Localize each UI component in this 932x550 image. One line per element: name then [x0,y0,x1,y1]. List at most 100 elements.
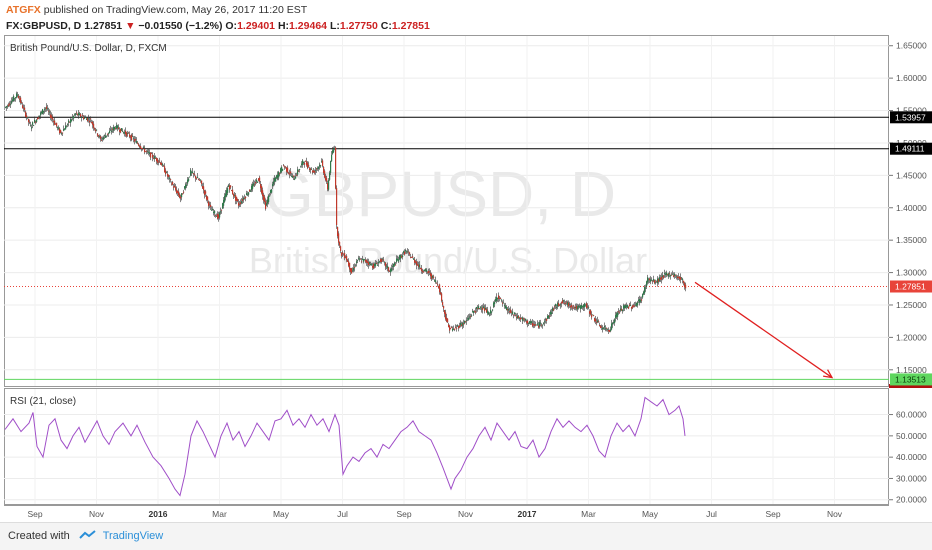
candle-body [406,251,408,253]
horizontal-levels[interactable] [4,116,889,380]
candle-body [579,306,581,308]
candle-body [34,119,36,123]
candle-body [64,129,66,131]
candle-body [504,305,506,307]
time-tick-label: Sep [27,509,42,519]
candle-body [195,175,197,179]
chart-canvas[interactable]: GBPUSD, D British Pound/U.S. Dollar Brit… [0,0,932,522]
projection-arrow-line[interactable] [694,281,833,379]
candle-body [548,315,550,318]
candle-body [198,179,200,181]
candle-body [611,323,613,330]
candle-body [452,328,454,331]
candle-body [423,271,425,273]
candle-body [421,268,423,271]
candle-body [277,174,279,179]
candle-body [366,259,368,263]
candle-body [120,128,122,133]
candle-body [525,318,527,321]
candle-body [99,136,101,137]
candle-body [111,130,113,132]
candle-body [276,175,278,178]
candle-body [344,253,346,259]
candle-body [271,189,273,193]
candle-body [323,167,325,173]
candle-body [21,102,23,103]
candle-body [156,157,158,162]
candle-body [458,326,460,329]
candle-body [50,114,52,119]
candle-body [606,327,608,329]
time-gridlines [34,36,835,504]
candle-body [451,326,453,328]
projection-arrow[interactable] [694,281,834,379]
price-change: −0.01550 (−1.2%) [138,20,223,32]
rsi-axis[interactable]: 60.0000 50.0000 40.0000 30.0000 20.0000 [889,410,927,505]
tradingview-brand-link[interactable]: TradingView [102,530,164,542]
time-axis[interactable]: Sep Nov 2016 Mar May Jul Sep Nov 2017 Mar May Jul Se… [27,509,842,519]
candle-body [348,261,350,266]
candle-body [16,93,18,98]
candle-body [322,160,324,166]
candle-body [448,324,450,328]
candle-body [187,179,189,184]
candle-body [470,315,472,317]
candle-body [485,308,487,310]
candle-body [342,252,344,254]
price-axis[interactable]: 1.650001.600001.550001.500001.450001.400… [889,41,927,375]
candle-body [98,135,100,137]
candle-body [422,270,424,273]
candle-body [311,168,313,170]
candle-body [677,276,679,279]
candle-body [674,273,676,276]
candle-body [673,275,675,278]
candle-body [683,280,685,284]
candle-body [621,308,623,311]
candle-body [302,160,304,166]
candle-body [113,126,115,131]
candle-body [292,175,294,178]
candle-body [205,191,207,194]
price-pane-title: British Pound/U.S. Dollar, D, FXCM [10,43,167,54]
candle-body [136,140,138,144]
candle-body [272,184,274,187]
candle-body [63,129,65,131]
time-tick-label: May [642,509,659,519]
rsi-tick-label: 30.0000 [896,473,927,483]
candle-body [55,124,57,125]
candle-body [252,184,254,189]
candle-body [583,304,585,308]
candle-body [581,304,583,309]
candle-body [45,107,47,109]
candle-body [126,132,128,137]
last-price: 1.27851 [84,20,123,32]
price-tags: 1.53957 1.49111 1.13513 1.27851 [890,111,932,386]
candle-body [459,325,461,328]
candle-body [526,321,528,323]
candle-body [426,270,428,272]
candle-body [230,185,232,188]
candle-body [613,322,615,324]
candle-body [505,305,507,309]
candle-body [372,265,374,268]
candle-body [299,169,301,170]
candle-body [217,213,219,219]
candle-body [431,274,433,279]
candle-body [90,118,92,120]
candle-body [519,317,521,319]
candle-body [172,182,174,185]
candle-body [346,255,348,261]
candle-body [517,315,519,319]
candle-body [243,197,245,200]
candle-body [173,186,175,188]
candle-body [18,95,20,99]
candle-body [385,262,387,267]
candle-body [105,135,107,138]
candle-body [680,277,682,280]
candle-body [151,153,153,154]
candle-body [469,316,471,318]
candle-body [89,120,91,123]
candle-body [232,189,234,195]
candle-body [535,324,537,326]
author-link[interactable]: ATGFX [6,4,41,16]
